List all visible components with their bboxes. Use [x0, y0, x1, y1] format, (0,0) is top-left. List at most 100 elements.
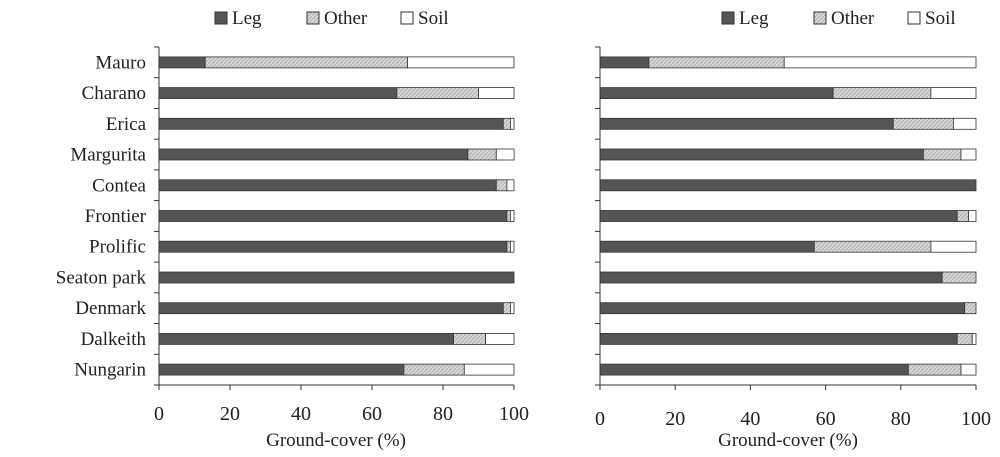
right-bar-other-2 [892, 117, 954, 130]
left-legend-swatch-leg [214, 11, 228, 25]
left-category-label: Margurita [70, 145, 146, 166]
left-x-tick-label: 60 [362, 403, 382, 425]
right-bar-leg-6 [599, 240, 815, 253]
left-category-label: Nungarin [74, 360, 146, 381]
right-legend-swatch-leg [721, 11, 735, 25]
right-bar-soil-6 [930, 240, 977, 253]
left-category-label: Prolific [89, 237, 146, 258]
right-bar-soil-0 [783, 56, 977, 69]
left-bar-soil-3 [495, 148, 515, 161]
left-legend-label-other: Other [324, 8, 368, 29]
right-bar-other-0 [648, 56, 785, 69]
right-bar-soil-2 [953, 117, 977, 130]
left-bar-soil-4 [506, 179, 515, 192]
right-bar-other-7 [941, 271, 977, 284]
left-bar-soil-0 [407, 56, 515, 69]
left-bar-other-0 [204, 56, 408, 69]
left-bar-soil-6 [509, 240, 515, 253]
right-bar-soil-9 [971, 332, 977, 345]
right-x-tick-label: 80 [891, 408, 911, 430]
left-bar-soil-2 [509, 117, 515, 130]
right-x-tick-label: 20 [665, 408, 685, 430]
chart-right: 0 20 40 60 80 100 Ground-cover (%) Leg Other Soil [595, 8, 991, 451]
left-bar-leg-1 [158, 87, 398, 99]
left-category-label: Erica [106, 114, 147, 135]
right-x-tick-label: 0 [595, 408, 605, 430]
left-bar-soil-5 [509, 210, 515, 222]
left-bar-leg-0 [158, 56, 206, 69]
left-category-label: Frontier [85, 206, 147, 227]
right-legend-swatch-soil [907, 11, 921, 25]
right-bar-leg-8 [599, 302, 966, 315]
left-bar-other-8 [502, 302, 511, 315]
right-bar-leg-9 [599, 332, 958, 345]
right-bar-leg-3 [599, 148, 924, 161]
left-category-label: Charano [82, 83, 146, 104]
right-bar-leg-2 [599, 117, 894, 130]
right-legend-label-soil: Soil [925, 8, 956, 29]
chart-left: Mauro Charano Erica Margurita Contea Frontier… [56, 8, 529, 451]
right-bar-leg-5 [599, 210, 958, 222]
right-bar-leg-7 [599, 271, 943, 284]
right-bar-leg-4 [599, 179, 977, 192]
left-x-tick-label: 0 [154, 403, 164, 425]
left-bar-other-6 [506, 240, 511, 253]
right-bar-other-5 [956, 210, 969, 222]
left-bar-leg-10 [158, 363, 405, 376]
left-bar-other-2 [502, 117, 511, 130]
right-bar-other-1 [832, 87, 932, 99]
right-legend-label-leg: Leg [739, 8, 769, 29]
right-legend-swatch-other [813, 11, 827, 25]
left-legend-label-leg: Leg [232, 8, 262, 29]
left-x-tick-label: 100 [499, 403, 529, 425]
left-legend-swatch-other [306, 11, 320, 25]
left-x-tick-label: 80 [433, 403, 453, 425]
right-bar-leg-1 [599, 87, 834, 99]
right-bar-other-10 [907, 363, 962, 376]
left-bar-soil-1 [478, 87, 515, 99]
left-category-label: Mauro [95, 52, 146, 73]
left-bar-other-9 [453, 332, 487, 345]
right-x-axis-title: Ground-cover (%) [718, 430, 858, 451]
left-category-label: Denmark [75, 298, 146, 319]
right-bar-soil-5 [968, 210, 977, 222]
left-bar-other-10 [403, 363, 465, 376]
left-bar-leg-5 [158, 210, 508, 222]
left-bar-leg-4 [158, 179, 497, 192]
left-bar-leg-2 [158, 117, 504, 130]
left-bar-soil-10 [463, 363, 515, 376]
right-bar-other-3 [923, 148, 962, 161]
right-x-tick-label: 40 [740, 408, 760, 430]
right-bar-leg-0 [599, 56, 650, 69]
left-bar-leg-6 [158, 240, 508, 253]
left-bar-other-4 [495, 179, 508, 192]
left-category-label: Contea [92, 175, 146, 196]
left-x-axis-title: Ground-cover (%) [266, 430, 406, 451]
right-x-tick-label: 100 [961, 408, 991, 430]
left-bar-other-5 [506, 210, 511, 222]
right-bar-other-8 [964, 302, 977, 315]
left-legend-label-soil: Soil [418, 8, 449, 29]
right-bar-other-6 [813, 240, 932, 253]
right-x-tick-label: 60 [816, 408, 836, 430]
right-legend-label-other: Other [831, 8, 875, 29]
left-bar-leg-7 [158, 271, 515, 284]
left-bar-leg-8 [158, 302, 504, 315]
right-bar-soil-10 [960, 363, 977, 376]
right-bar-other-9 [956, 332, 973, 345]
left-x-tick-label: 40 [291, 403, 311, 425]
right-bar-leg-10 [599, 363, 909, 376]
left-bar-other-1 [396, 87, 479, 99]
left-bar-leg-9 [158, 332, 455, 345]
left-bar-other-3 [467, 148, 497, 161]
left-bar-soil-9 [485, 332, 515, 345]
left-bar-leg-3 [158, 148, 469, 161]
left-category-label: Dalkeith [81, 329, 147, 350]
left-bar-soil-8 [509, 302, 515, 315]
left-category-label: Seaton park [56, 268, 147, 289]
right-bar-soil-3 [960, 148, 977, 161]
left-legend-swatch-soil [400, 11, 414, 25]
right-bar-soil-1 [930, 87, 977, 99]
left-x-tick-label: 20 [220, 403, 240, 425]
